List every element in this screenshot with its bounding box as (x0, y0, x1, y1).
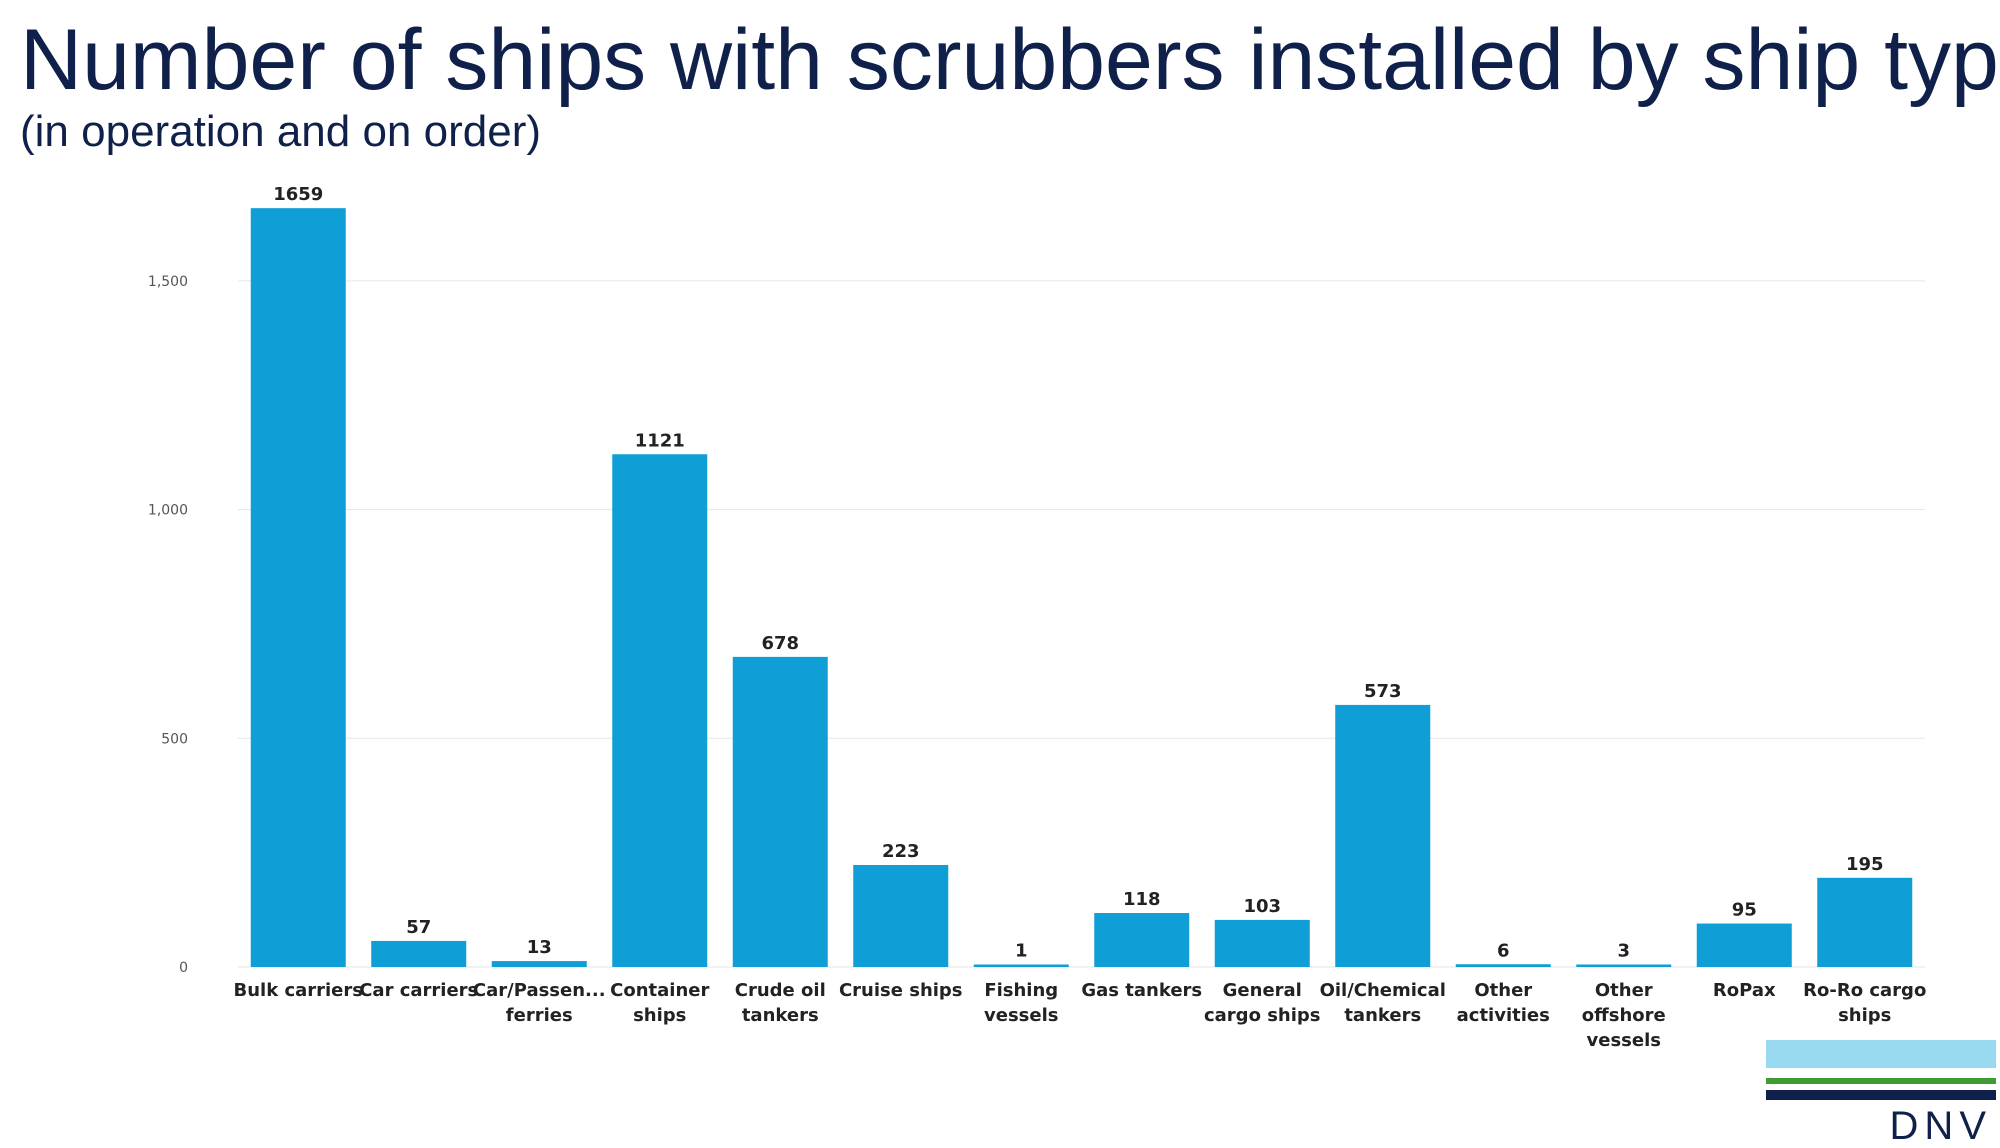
data-label: 1 (1015, 941, 1028, 962)
category-label: Ro-Ro cargo ships (1803, 980, 1926, 1026)
category-label: Cruise ships (839, 980, 963, 1001)
dnv-logo: DNV (1766, 1040, 1996, 1148)
data-label: 223 (882, 841, 920, 862)
data-label: 95 (1732, 900, 1757, 921)
bars (250, 208, 1913, 967)
bar (853, 864, 949, 967)
data-label: 3 (1617, 941, 1630, 962)
y-tick-label: 1,500 (148, 274, 188, 290)
category-label: Gas tankers (1081, 980, 1202, 1001)
bar (1576, 964, 1672, 967)
bar (1094, 913, 1190, 967)
data-label: 573 (1364, 681, 1402, 702)
y-tick-label: 500 (161, 731, 188, 747)
bar (1817, 877, 1913, 967)
data-label: 6 (1497, 940, 1510, 961)
logo-light-blue-bar (1766, 1040, 1996, 1068)
bar (491, 961, 587, 967)
category-label: Car/Passen... ferries (473, 980, 606, 1026)
bar (1214, 919, 1310, 967)
bar (1335, 704, 1431, 967)
bar (250, 208, 346, 967)
category-label: Other offshore vessels (1582, 980, 1666, 1051)
category-label: Other activities (1457, 980, 1550, 1026)
category-label: RoPax (1713, 980, 1776, 1001)
gridlines (238, 280, 1925, 968)
category-label: Car carriers (359, 980, 478, 1001)
category-label: Oil/Chemical tankers (1320, 980, 1446, 1026)
data-label: 1659 (273, 184, 323, 205)
bar (1455, 964, 1551, 967)
chart-subtitle: (in operation and on order) (20, 107, 541, 156)
data-label: 57 (406, 917, 431, 938)
bar (973, 964, 1069, 967)
category-label: Bulk carriers (234, 980, 363, 1001)
bar (612, 454, 708, 967)
category-label: Container ships (610, 980, 709, 1026)
bar (732, 656, 828, 967)
logo-text: DNV (1889, 1104, 1992, 1148)
category-label: Crude oil tankers (735, 980, 826, 1026)
data-label: 13 (527, 937, 552, 958)
category-label: Fishing vessels (984, 980, 1058, 1026)
y-tick-label: 0 (179, 960, 188, 976)
data-label: 195 (1846, 854, 1884, 875)
logo-navy-bar (1766, 1090, 1996, 1100)
bar (1696, 923, 1792, 967)
data-labels: 1659 57 13 1121 678 223 1 118 103 573 6 3 95 195 (273, 184, 1883, 961)
data-label: 1121 (635, 430, 685, 451)
bar (371, 940, 467, 967)
category-label: General cargo ships (1204, 980, 1321, 1026)
data-label: 103 (1243, 896, 1281, 917)
logo-green-bar (1766, 1078, 1996, 1084)
y-axis-tick-labels: 0 500 1,000 1,500 (148, 274, 188, 976)
data-label: 118 (1123, 889, 1161, 910)
data-label: 678 (761, 633, 799, 654)
chart-title: Number of ships with scrubbers installed… (20, 12, 2000, 108)
y-tick-label: 1,000 (148, 503, 188, 519)
